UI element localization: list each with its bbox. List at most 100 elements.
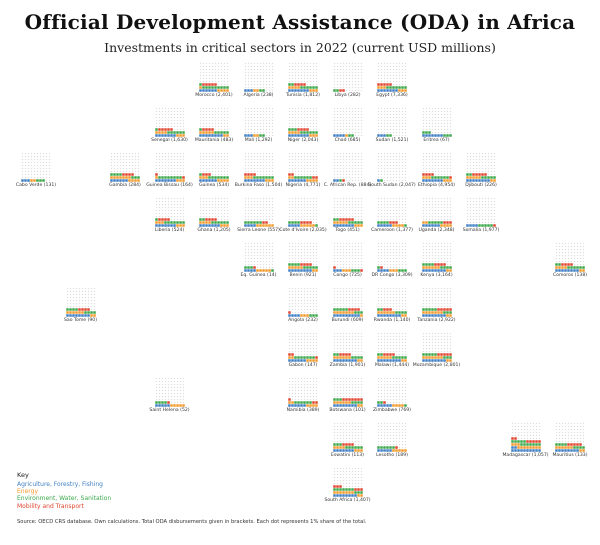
dot-empty <box>389 287 392 290</box>
dot-empty <box>300 206 303 209</box>
dot-empty <box>431 305 433 308</box>
dot-empty <box>167 197 169 200</box>
dot-agriculture-forestry-fishing <box>472 179 475 182</box>
dot-empty <box>288 392 291 395</box>
dot-empty <box>345 131 347 134</box>
dot-empty <box>66 287 68 290</box>
dot-empty <box>333 296 335 299</box>
dot-empty <box>75 302 77 305</box>
dot-agriculture-forestry-fishing <box>398 314 401 317</box>
dot-empty <box>428 260 430 263</box>
dot-empty <box>564 260 567 263</box>
dot-empty <box>475 155 478 158</box>
dot-empty <box>303 215 306 218</box>
dot-environment-water-sanitation <box>199 83 202 86</box>
dot-empty <box>244 251 246 254</box>
dot-empty <box>357 347 359 350</box>
dot-empty <box>253 74 255 77</box>
dot-empty <box>294 350 297 353</box>
dot-empty <box>404 164 407 167</box>
dot-empty <box>383 293 386 296</box>
dot-empty <box>582 245 585 248</box>
dot-empty <box>271 119 273 122</box>
dot-empty <box>357 209 359 212</box>
dot-empty <box>443 113 445 116</box>
dot-empty <box>425 242 427 245</box>
dot-empty <box>45 167 48 170</box>
dot-empty <box>395 119 398 122</box>
dot-empty <box>155 200 157 203</box>
dot-empty <box>42 176 45 179</box>
dot-empty <box>386 305 389 308</box>
dot-environment-water-sanitation <box>297 176 300 179</box>
dot-environment-water-sanitation <box>424 353 428 356</box>
dot-empty <box>155 209 157 212</box>
dot-empty <box>155 158 157 161</box>
dot-agriculture-forestry-fishing <box>439 179 443 182</box>
dot-environment-water-sanitation <box>294 176 297 179</box>
dot-empty <box>383 71 386 74</box>
dot-empty <box>348 248 350 251</box>
dot-empty <box>395 128 398 131</box>
dot-empty <box>469 212 472 215</box>
dot-empty <box>383 122 386 125</box>
dot-empty <box>354 167 356 170</box>
dot-empty <box>36 170 39 173</box>
dot-empty <box>484 170 487 173</box>
dot-energy <box>383 356 386 359</box>
waffle-egypt <box>377 62 407 92</box>
dot-empty <box>161 209 163 212</box>
dot-empty <box>401 344 404 347</box>
dot-energy <box>205 176 208 179</box>
dot-empty <box>179 377 181 380</box>
dot-empty <box>425 113 427 116</box>
dot-empty <box>220 71 223 74</box>
waffle-gabon <box>288 332 318 362</box>
dot-empty <box>466 161 469 164</box>
dot-empty <box>170 203 172 206</box>
dot-empty <box>446 113 448 116</box>
dot-empty <box>250 119 252 122</box>
dot-empty <box>348 245 350 248</box>
dot-empty <box>348 119 350 122</box>
dot-empty <box>392 257 395 260</box>
dot-empty <box>312 155 315 158</box>
dot-empty <box>449 110 451 113</box>
dot-empty <box>434 302 436 305</box>
dot-empty <box>440 161 442 164</box>
dot-energy <box>137 179 140 182</box>
dot-empty <box>309 296 312 299</box>
dot-empty <box>345 167 347 170</box>
dot-empty <box>309 116 312 119</box>
dot-empty <box>303 353 306 356</box>
dot-mobility-and-transport <box>350 308 354 311</box>
dot-empty <box>395 77 398 80</box>
dot-empty <box>262 113 264 116</box>
dot-empty <box>348 377 350 380</box>
dot-empty <box>345 347 347 350</box>
dot-environment-water-sanitation <box>211 176 214 179</box>
dot-empty <box>431 116 433 119</box>
dot-empty <box>268 86 270 89</box>
dot-empty <box>211 116 214 119</box>
dot-mobility-and-transport <box>386 353 389 356</box>
dot-empty <box>250 122 252 125</box>
dot-empty <box>431 164 433 167</box>
dot-empty <box>336 116 338 119</box>
dot-empty <box>259 209 261 212</box>
dot-environment-water-sanitation <box>442 266 446 269</box>
dot-empty <box>294 389 297 392</box>
dot-empty <box>339 302 341 305</box>
dot-agriculture-forestry-fishing <box>338 404 342 407</box>
dot-empty <box>389 299 392 302</box>
dot-empty <box>303 68 306 71</box>
dot-empty <box>449 164 451 167</box>
dot-empty <box>306 392 309 395</box>
dot-empty <box>303 341 306 344</box>
dot-empty <box>472 203 475 206</box>
dot-empty <box>469 164 472 167</box>
dot-empty <box>155 125 157 128</box>
dot-empty <box>312 395 315 398</box>
dot-empty <box>487 215 490 218</box>
dot-empty <box>247 197 249 200</box>
